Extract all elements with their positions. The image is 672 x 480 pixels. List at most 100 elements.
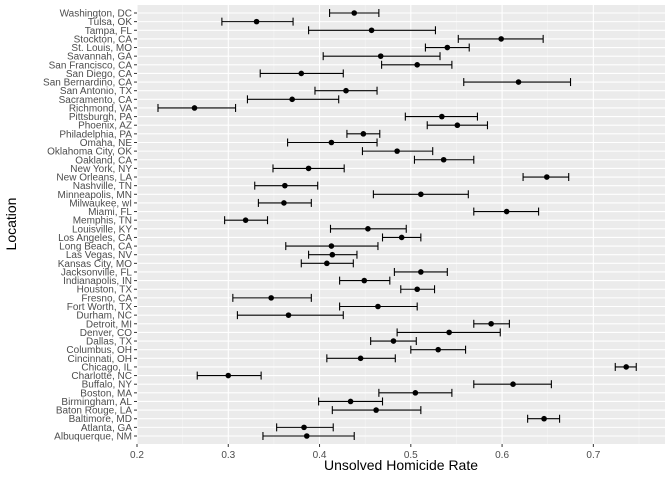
data-point: [418, 269, 424, 275]
y-tick-label: Savannah, GA: [67, 52, 132, 63]
y-tick-label: Nashville, TN: [73, 181, 132, 192]
y-tick-label: Miami, FL: [88, 207, 132, 218]
data-point: [439, 113, 445, 120]
y-tick-label: Durham, NC: [76, 311, 132, 322]
y-tick-label: Houston, TX: [77, 285, 133, 296]
data-point: [394, 148, 400, 154]
data-point: [191, 105, 198, 111]
y-tick-label: Birmingham, AL: [61, 397, 132, 408]
y-tick-label: Baltimore, MD: [69, 414, 132, 425]
data-point: [329, 251, 336, 258]
y-tick-label: Richmond, VA: [69, 103, 133, 114]
y-tick-label: New York, NY: [70, 164, 132, 175]
y-tick-label: Atlanta, GA: [81, 423, 132, 434]
y-tick-label: Sacramento, CA: [59, 95, 133, 106]
y-tick-label: Minneapolis, MN: [58, 190, 132, 201]
data-point: [515, 79, 522, 85]
y-tick-label: Stockton, CA: [74, 34, 133, 45]
data-point: [298, 70, 305, 77]
data-point: [454, 122, 461, 129]
y-tick-label: Los Angeles, CA: [58, 233, 132, 244]
y-axis-title: Location: [3, 198, 19, 251]
data-point: [510, 381, 516, 388]
data-point: [446, 329, 452, 336]
x-tick-label: 0.7: [586, 450, 600, 461]
y-tick-label: Las Vegas, NV: [66, 250, 132, 261]
y-tick-label: Buffalo, NY: [82, 380, 133, 391]
y-tick-label: Cincinnati, OH: [68, 354, 132, 365]
data-point: [368, 27, 375, 34]
data-point: [324, 260, 330, 267]
x-tick-label: 0.4: [313, 450, 327, 461]
data-point: [289, 96, 295, 103]
y-tick-label: Tulsa, OK: [88, 17, 132, 28]
x-tick-label: 0.3: [221, 450, 235, 461]
data-points: [191, 10, 630, 439]
data-point: [623, 364, 630, 370]
y-tick-label: Indianapolis, IN: [63, 276, 132, 287]
plot-panel: [137, 5, 665, 444]
data-point: [390, 338, 397, 344]
y-tick-label: San Bernardino, CA: [43, 78, 132, 89]
y-tick-label: San Francisco, CA: [49, 60, 133, 71]
data-point: [444, 44, 451, 51]
y-tick-label: Charlotte, NC: [71, 371, 132, 382]
y-tick-label: Oklahoma City, OK: [47, 147, 132, 158]
data-point: [435, 346, 441, 353]
data-point: [360, 131, 367, 137]
data-point: [328, 139, 335, 146]
data-point: [544, 174, 550, 180]
y-tick-label: Fresno, CA: [81, 293, 132, 304]
data-point: [351, 10, 358, 16]
data-point: [488, 320, 494, 327]
y-tick-label: St. Louis, MO: [71, 43, 132, 54]
y-tick-label: Tampa, FL: [85, 26, 133, 37]
data-point: [418, 191, 424, 198]
y-tick-label: Dallas, TX: [86, 337, 132, 348]
y-tick-label: Fort Worth, TX: [67, 302, 133, 313]
y-tick-label: Boston, MA: [80, 388, 132, 399]
data-point: [282, 182, 288, 189]
y-tick-label: Jacksonville, FL: [61, 267, 133, 278]
data-point: [541, 415, 547, 422]
y-tick-label: Chicago, IL: [81, 362, 132, 373]
data-point: [343, 87, 349, 94]
data-point: [414, 61, 420, 68]
y-tick-label: New Orleans, LA: [56, 173, 132, 184]
data-point: [301, 424, 307, 431]
y-tick-label: Washington, DC: [60, 9, 132, 20]
y-tick-label: Phoenix, AZ: [78, 121, 132, 132]
grid-lines: [136, 5, 640, 444]
y-tick-label: Baton Rouge, LA: [56, 406, 132, 417]
y-tick-label: Omaha, NE: [80, 138, 133, 149]
y-tick-label: Denver, CO: [80, 328, 132, 339]
y-tick-label: San Diego, CA: [66, 69, 132, 80]
x-tick-label: 0.6: [495, 450, 509, 461]
data-point: [305, 165, 312, 172]
data-point: [375, 303, 381, 310]
data-point: [414, 286, 420, 293]
data-point: [440, 156, 447, 163]
data-point: [412, 390, 419, 396]
y-tick-label: Pittsburgh, PA: [69, 112, 133, 123]
y-tick-label: Kansas City, MO: [58, 259, 132, 270]
y-tick-label: San Antonio, TX: [60, 86, 132, 97]
y-tick-label: Oakland, CA: [75, 155, 132, 166]
data-point: [347, 398, 354, 405]
y-tick-label: Milwaukee, wI: [69, 198, 132, 209]
data-point: [361, 277, 368, 284]
y-tick-label: Long Beach, CA: [59, 242, 132, 253]
data-point: [328, 243, 335, 249]
y-tick-label: Memphis, TN: [73, 216, 132, 227]
y-tick-label: Columbus, OH: [66, 345, 132, 356]
data-point: [357, 355, 364, 362]
x-tick-label: 0.5: [404, 450, 418, 461]
data-point: [268, 295, 274, 301]
data-point: [285, 312, 292, 318]
data-point: [377, 53, 384, 59]
data-point: [398, 234, 405, 241]
y-tick-label: Philadelphia, PA: [59, 129, 132, 140]
data-point: [498, 36, 504, 42]
